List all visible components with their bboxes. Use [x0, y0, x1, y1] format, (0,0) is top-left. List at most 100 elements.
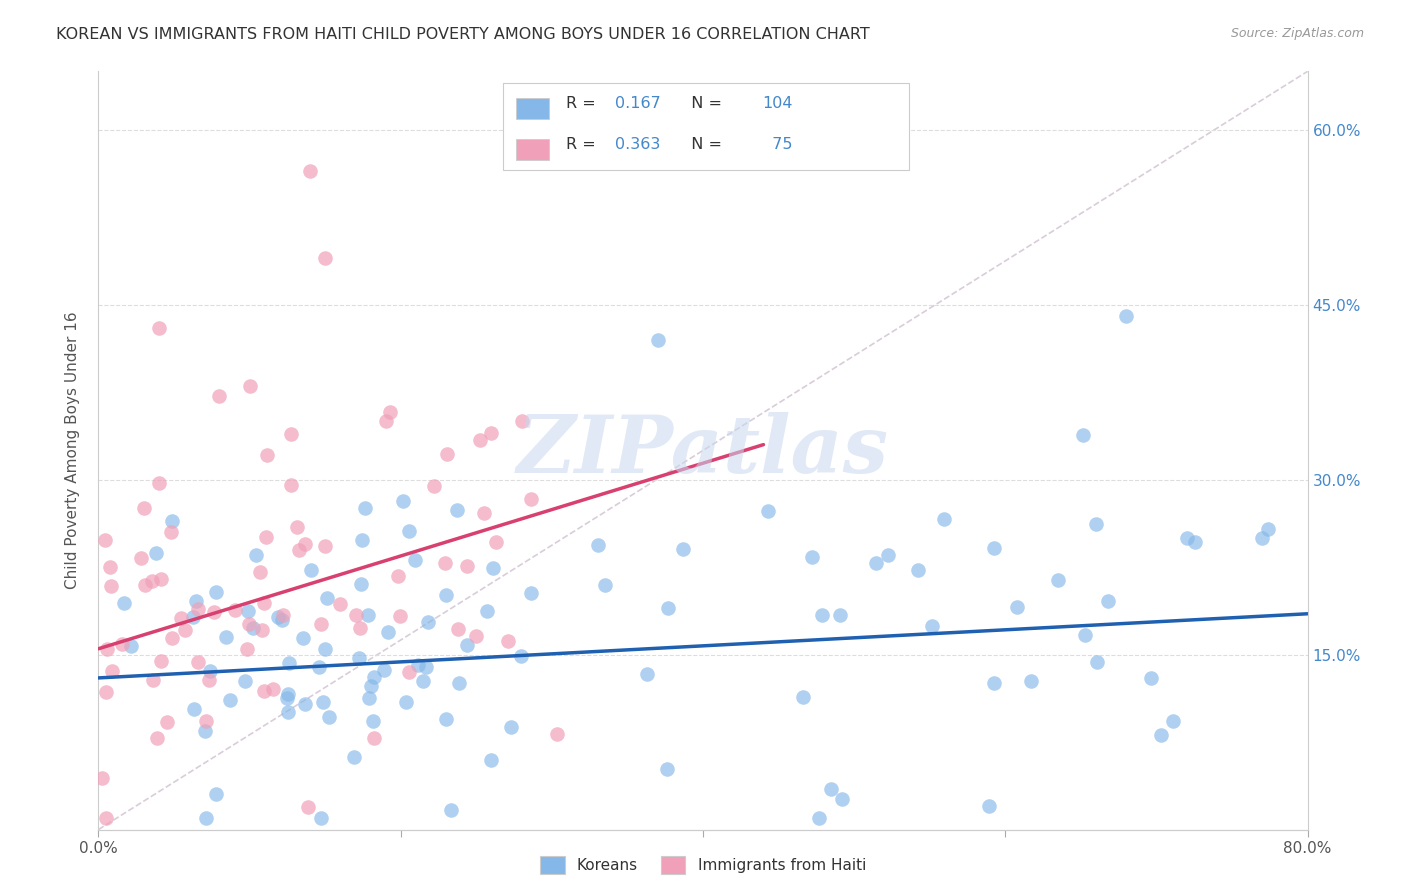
Point: [299, 163, 322, 178]
Point: [205, 585, 228, 599]
Point: [468, 433, 491, 447]
Point: [481, 560, 503, 574]
Point: [389, 609, 412, 624]
Point: [94, 811, 117, 825]
Point: [280, 427, 302, 442]
Point: [314, 251, 336, 265]
Point: [311, 617, 333, 632]
Point: [475, 604, 498, 618]
Point: [148, 475, 170, 490]
Point: [200, 664, 222, 678]
Point: [672, 542, 695, 557]
Point: [456, 558, 478, 573]
Point: [276, 687, 298, 701]
Point: [94, 685, 117, 699]
Point: [439, 803, 461, 817]
Point: [387, 569, 409, 583]
FancyBboxPatch shape: [503, 83, 908, 170]
Point: [423, 479, 446, 493]
Point: [1005, 600, 1028, 615]
Point: [314, 539, 336, 553]
Point: [350, 533, 373, 547]
Point: [1161, 714, 1184, 729]
Point: [134, 577, 156, 591]
Point: [236, 604, 259, 618]
Point: [145, 546, 167, 560]
Text: 75: 75: [762, 137, 793, 153]
Legend: Koreans, Immigrants from Haiti: Koreans, Immigrants from Haiti: [534, 850, 872, 880]
Point: [160, 515, 183, 529]
Text: R =: R =: [567, 96, 602, 112]
Text: 0.167: 0.167: [614, 96, 661, 112]
Point: [1184, 534, 1206, 549]
Point: [349, 651, 371, 665]
Point: [1019, 674, 1042, 689]
Point: [363, 731, 385, 746]
Text: Source: ZipAtlas.com: Source: ZipAtlas.com: [1230, 27, 1364, 40]
Point: [792, 690, 814, 704]
Point: [828, 608, 851, 623]
Point: [100, 579, 122, 593]
Point: [983, 541, 1005, 556]
Point: [112, 596, 135, 610]
Point: [262, 681, 284, 696]
Point: [141, 574, 163, 588]
Point: [1139, 671, 1161, 685]
Point: [657, 601, 679, 615]
Point: [132, 501, 155, 516]
Point: [593, 578, 616, 592]
Point: [820, 782, 842, 797]
Point: [807, 811, 830, 825]
Point: [391, 494, 413, 508]
Point: [359, 690, 381, 705]
Point: [373, 663, 395, 677]
Point: [194, 723, 217, 738]
Point: [932, 512, 955, 526]
Point: [977, 799, 1000, 814]
Point: [446, 503, 468, 517]
Point: [183, 702, 205, 716]
Point: [142, 673, 165, 688]
Point: [1251, 531, 1274, 545]
Point: [318, 710, 340, 724]
Point: [277, 705, 299, 719]
Point: [174, 624, 197, 638]
Point: [245, 549, 267, 563]
Point: [273, 607, 295, 622]
Point: [415, 659, 437, 673]
Point: [499, 720, 522, 734]
Point: [314, 641, 336, 656]
Point: [1257, 522, 1279, 536]
Point: [98, 559, 121, 574]
Text: 104: 104: [762, 96, 793, 112]
Point: [1071, 427, 1094, 442]
Point: [363, 669, 385, 683]
Point: [983, 675, 1005, 690]
Point: [357, 607, 380, 622]
Point: [250, 623, 273, 637]
Point: [288, 542, 311, 557]
Point: [278, 657, 301, 671]
Point: [187, 602, 209, 616]
Point: [276, 690, 298, 705]
Point: [184, 594, 207, 608]
Point: [294, 697, 316, 711]
Point: [1085, 656, 1108, 670]
Point: [343, 749, 366, 764]
Point: [758, 503, 780, 517]
Point: [350, 577, 373, 591]
Point: [1084, 516, 1107, 531]
Point: [436, 447, 458, 461]
Point: [309, 811, 332, 825]
Point: [146, 731, 169, 746]
Point: [447, 622, 470, 636]
Point: [353, 500, 375, 515]
Point: [287, 520, 309, 534]
Point: [1047, 573, 1070, 587]
Point: [1115, 310, 1137, 324]
Point: [233, 674, 256, 689]
Point: [280, 478, 302, 492]
Point: [496, 634, 519, 648]
Point: [398, 665, 420, 679]
Point: [187, 655, 209, 669]
